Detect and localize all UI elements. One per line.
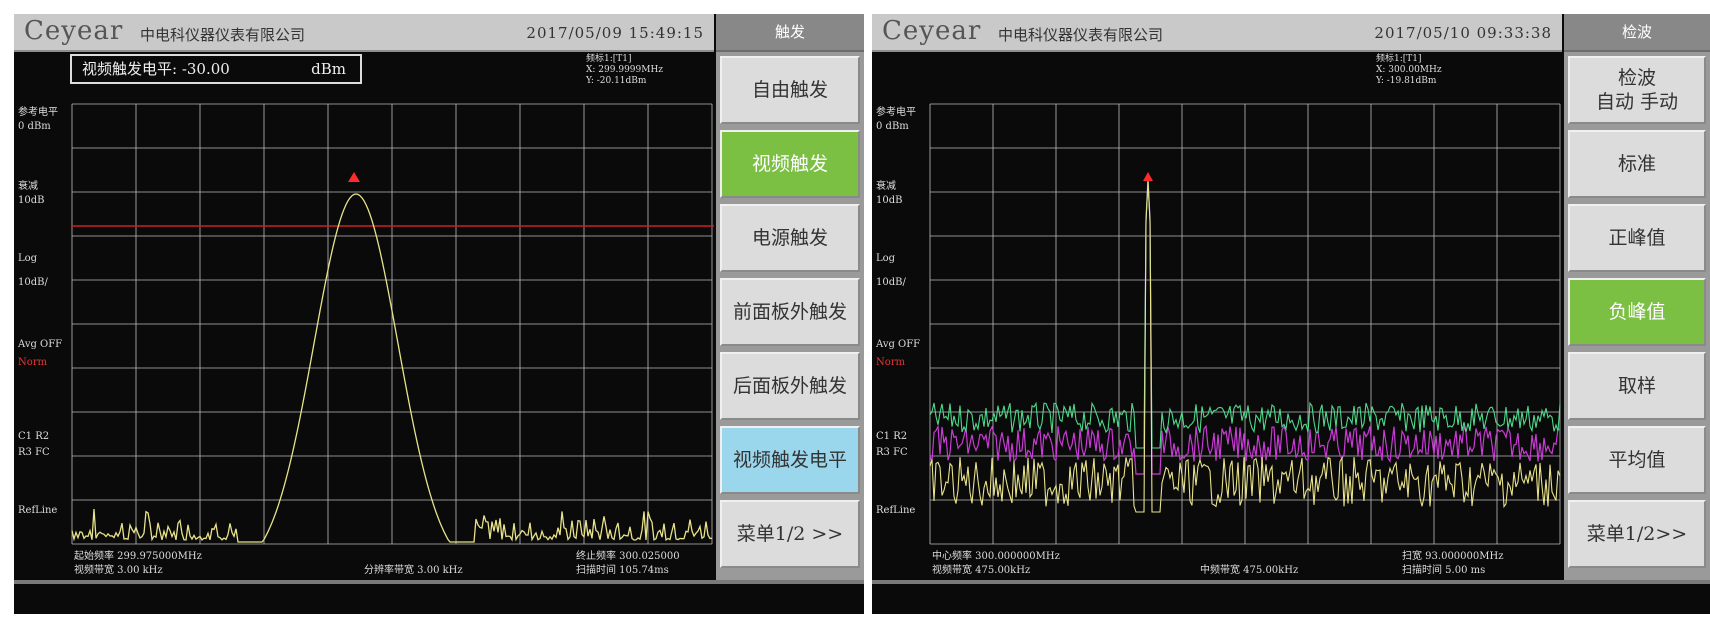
trace-status-2: R3 FC [18, 447, 50, 458]
marker-y: Y: -19.81dBm [1376, 76, 1437, 86]
detector-label: RefLine [876, 505, 916, 516]
softkey-1[interactable]: 检波 自动 手动 [1568, 56, 1706, 124]
softkey-label: 取样 [1617, 375, 1656, 397]
start-frequency: 起始频率 299.975000MHz [74, 551, 202, 562]
trigger-level-unit: dBm [311, 60, 346, 78]
marker-readout: 频标1:[T1] X: 299.9999MHz Y: -20.11dBm [586, 54, 663, 87]
softkey-label: 后面板外触发 [732, 375, 847, 397]
span: 扫宽 93.000000MHz [1402, 551, 1504, 562]
softkey-label: 正峰值 [1608, 227, 1666, 249]
scale-type: Log [18, 253, 38, 264]
softkey-label: 电源触发 [751, 227, 828, 249]
trigger-level-value: 视频触发电平: -30.00 [82, 60, 230, 78]
video-bandwidth: 视频带宽 475.00kHz [932, 565, 1031, 576]
detector-label: RefLine [18, 505, 58, 516]
softkey-1[interactable]: 自由触发 [720, 56, 860, 124]
title-bar: Ceyear 中电科仪器仪表有限公司 2017/05/10 09:33:38 [872, 14, 1562, 52]
analyzer-screen-trigger: Ceyear 中电科仪器仪表有限公司 2017/05/09 15:49:15 视… [14, 14, 864, 614]
spectrum-display [71, 103, 714, 545]
if-bandwidth: 中频带宽 475.00kHz [1200, 565, 1299, 576]
ref-level-label: 参考电平 [876, 107, 916, 118]
video-bandwidth: 视频带宽 3.00 kHz [74, 565, 163, 576]
softkey-menu: 检波 检波 自动 手动标准正峰值负峰值取样平均值菜单1/2>> [1564, 14, 1710, 580]
atten-value: 10dB [18, 195, 45, 206]
softkey-7[interactable]: 菜单1/2>> [1568, 500, 1706, 568]
softkey-label: 视频触发电平 [732, 449, 847, 471]
marker-name: 频标1:[T1] [1376, 54, 1422, 64]
softkey-3[interactable]: 电源触发 [720, 204, 860, 272]
stop-frequency: 终止频率 300.025000 [576, 551, 680, 562]
softkey-2[interactable]: 视频触发 [720, 130, 860, 198]
atten-label: 衰减 [18, 181, 38, 192]
softkey-4[interactable]: 负峰值 [1568, 278, 1706, 346]
softkey-6[interactable]: 视频触发电平 [720, 426, 860, 494]
spectrum-display [929, 103, 1561, 545]
softkey-label: 标准 [1617, 153, 1656, 175]
softkey-4[interactable]: 前面板外触发 [720, 278, 860, 346]
softkey-label: 负峰值 [1608, 301, 1666, 323]
softkey-label: 视频触发 [751, 153, 828, 175]
softkey-6[interactable]: 平均值 [1568, 426, 1706, 494]
ref-level-value: 0 dBm [876, 121, 909, 132]
brand-logo: Ceyear [882, 16, 982, 46]
analyzer-screen-detector: Ceyear 中电科仪器仪表有限公司 2017/05/10 09:33:38 频… [872, 14, 1710, 614]
atten-value: 10dB [876, 195, 903, 206]
softkey-5[interactable]: 取样 [1568, 352, 1706, 420]
center-frequency: 中心频率 300.000000MHz [932, 551, 1060, 562]
trace-green [929, 179, 1561, 449]
scale-value: 10dB/ [876, 277, 906, 288]
marker-y: Y: -20.11dBm [586, 76, 647, 86]
softkey-2[interactable]: 标准 [1568, 130, 1706, 198]
marker-x: X: 300.00MHz [1376, 65, 1442, 75]
scale-value: 10dB/ [18, 277, 48, 288]
trigger-level-entry[interactable]: 视频触发电平: -30.00 dBm [70, 54, 362, 84]
average-state: Avg OFF [876, 339, 921, 350]
status-bar [14, 580, 864, 614]
marker-icon [348, 172, 360, 182]
datetime: 2017/05/10 09:33:38 [1374, 24, 1552, 42]
graticule [71, 103, 713, 545]
trace-status-1: C1 R2 [876, 431, 908, 442]
sweep-time: 扫描时间 5.00 ms [1402, 565, 1486, 576]
resolution-bandwidth: 分辨率带宽 3.00 kHz [364, 565, 463, 576]
menu-title: 检波 [1564, 14, 1710, 52]
softkey-7[interactable]: 菜单1/2 >> [720, 500, 860, 568]
menu-title: 触发 [716, 14, 864, 52]
company-name: 中电科仪器仪表有限公司 [998, 26, 1164, 44]
softkey-label: 菜单1/2 >> [736, 523, 844, 545]
softkey-5[interactable]: 后面板外触发 [720, 352, 860, 420]
status-bar [872, 580, 1710, 614]
datetime: 2017/05/09 15:49:15 [526, 24, 704, 42]
marker-name: 频标1:[T1] [586, 54, 632, 64]
atten-label: 衰减 [876, 181, 896, 192]
softkey-label: 平均值 [1608, 449, 1666, 471]
softkey-3[interactable]: 正峰值 [1568, 204, 1706, 272]
scale-type: Log [876, 253, 896, 264]
average-mode: Norm [18, 357, 48, 368]
marker-readout: 频标1:[T1] X: 300.00MHz Y: -19.81dBm [1376, 54, 1442, 87]
softkey-label: 检波 自动 手动 [1595, 67, 1679, 113]
average-state: Avg OFF [18, 339, 63, 350]
company-name: 中电科仪器仪表有限公司 [140, 26, 306, 44]
trace-1 [71, 193, 713, 543]
average-mode: Norm [876, 357, 906, 368]
ref-level-label: 参考电平 [18, 107, 58, 118]
trace-status-2: R3 FC [876, 447, 908, 458]
marker-icon [1143, 172, 1153, 181]
graticule [929, 103, 1561, 545]
marker-x: X: 299.9999MHz [586, 65, 664, 75]
trace-magenta [929, 177, 1561, 475]
softkey-label: 前面板外触发 [732, 301, 847, 323]
softkey-label: 自由触发 [751, 79, 828, 101]
brand-logo: Ceyear [24, 16, 124, 46]
sweep-time: 扫描时间 105.74ms [576, 565, 669, 576]
trace-yellow [929, 181, 1561, 513]
ref-level-value: 0 dBm [18, 121, 51, 132]
softkey-label: 菜单1/2>> [1586, 523, 1688, 545]
trace-status-1: C1 R2 [18, 431, 50, 442]
title-bar: Ceyear 中电科仪器仪表有限公司 2017/05/09 15:49:15 [14, 14, 714, 52]
softkey-menu: 触发 自由触发视频触发电源触发前面板外触发 后面板外触发 视频触发电平 菜单1/2 >… [716, 14, 864, 580]
